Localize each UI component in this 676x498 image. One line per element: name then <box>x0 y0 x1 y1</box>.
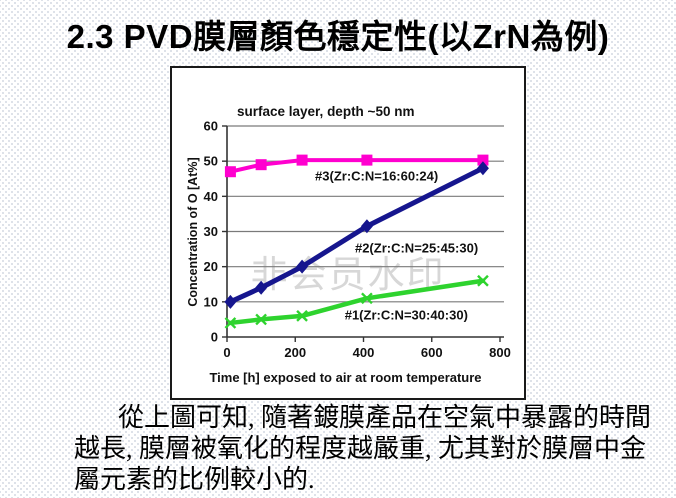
series-label: #3(Zr:C:N=16:60:24) <box>315 169 438 184</box>
x-axis-label: Time [h] exposed to air at room temperat… <box>209 370 481 385</box>
series-label: #1(Zr:C:N=30:40:30) <box>345 307 468 322</box>
chart-title: surface layer, depth ~50 nm <box>237 104 414 119</box>
marker-diamond <box>360 219 373 234</box>
paragraph-line: 屬元素的比例較小的. <box>74 465 315 494</box>
marker-x <box>255 313 267 326</box>
marker-x <box>361 292 373 305</box>
marker-square <box>224 166 236 178</box>
marker-square <box>361 154 373 166</box>
y-tick-label: 40 <box>204 189 218 204</box>
y-tick-label: 60 <box>204 119 218 134</box>
marker-diamond <box>224 294 237 309</box>
paragraph-line: 從上圖可知, 隨著鍍膜產品在空氣中暴露的時間 <box>118 403 652 432</box>
x-tick-label: 800 <box>489 345 511 360</box>
marker-diamond <box>255 280 268 295</box>
marker-square <box>296 154 308 166</box>
marker-diamond <box>296 259 309 274</box>
series-label: #2(Zr:C:N=25:45:30) <box>355 241 478 256</box>
page-title: 2.3 PVD膜層顏色穩定性(以ZrN為例) <box>66 18 610 55</box>
x-tick-label: 200 <box>284 345 306 360</box>
y-tick-label: 30 <box>204 224 218 239</box>
marker-diamond <box>476 161 489 176</box>
y-tick-label: 50 <box>204 154 218 169</box>
y-tick-label: 10 <box>204 294 218 309</box>
x-tick-label: 600 <box>421 345 443 360</box>
paragraph-line: 越長, 膜層被氧化的程度越嚴重, 尤其對於膜層中金 <box>74 434 647 463</box>
marker-x <box>224 317 237 329</box>
marker-square <box>477 154 489 166</box>
series-line-2 <box>227 165 486 305</box>
x-tick-label: 0 <box>223 345 230 360</box>
y-tick-label: 20 <box>204 259 218 274</box>
x-tick-label: 400 <box>353 345 375 360</box>
marker-x <box>296 310 308 322</box>
paragraph: 從上圖可知, 隨著鍍膜產品在空氣中暴露的時間 越長, 膜層被氧化的程度越嚴重, … <box>74 402 652 495</box>
marker-x <box>477 274 489 287</box>
chart-figure: 非会员水印 0 10 20 30 40 50 60 0 200 400 600 800 surface … <box>170 66 526 400</box>
y-axis-label: Concentration of O [At%] <box>186 157 200 306</box>
y-tick-label: 0 <box>211 330 218 345</box>
marker-square <box>255 159 267 171</box>
